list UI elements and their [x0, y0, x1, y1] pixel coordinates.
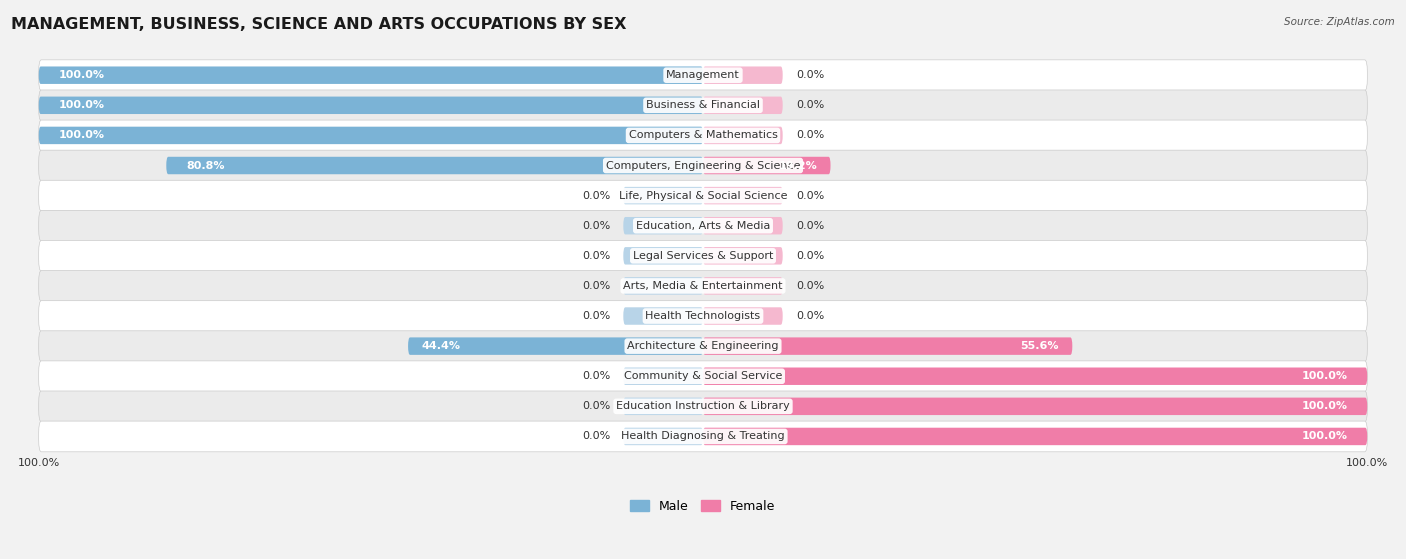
- Text: Computers, Engineering & Science: Computers, Engineering & Science: [606, 160, 800, 170]
- FancyBboxPatch shape: [703, 367, 1367, 385]
- FancyBboxPatch shape: [39, 97, 703, 114]
- Text: Business & Financial: Business & Financial: [645, 100, 761, 110]
- Text: Health Diagnosing & Treating: Health Diagnosing & Treating: [621, 432, 785, 442]
- Text: 100.0%: 100.0%: [1302, 432, 1347, 442]
- FancyBboxPatch shape: [623, 247, 703, 264]
- FancyBboxPatch shape: [38, 301, 1368, 331]
- Text: 0.0%: 0.0%: [796, 130, 824, 140]
- FancyBboxPatch shape: [703, 277, 783, 295]
- Text: Education Instruction & Library: Education Instruction & Library: [616, 401, 790, 411]
- Text: 0.0%: 0.0%: [796, 281, 824, 291]
- FancyBboxPatch shape: [38, 361, 1368, 392]
- FancyBboxPatch shape: [623, 187, 703, 205]
- Text: Legal Services & Support: Legal Services & Support: [633, 251, 773, 261]
- FancyBboxPatch shape: [703, 397, 1367, 415]
- FancyBboxPatch shape: [703, 338, 1073, 355]
- Text: MANAGEMENT, BUSINESS, SCIENCE AND ARTS OCCUPATIONS BY SEX: MANAGEMENT, BUSINESS, SCIENCE AND ARTS O…: [11, 17, 627, 32]
- FancyBboxPatch shape: [38, 331, 1368, 362]
- Text: Education, Arts & Media: Education, Arts & Media: [636, 221, 770, 231]
- FancyBboxPatch shape: [166, 157, 703, 174]
- FancyBboxPatch shape: [703, 157, 831, 174]
- FancyBboxPatch shape: [623, 277, 703, 295]
- Text: Life, Physical & Social Science: Life, Physical & Social Science: [619, 191, 787, 201]
- FancyBboxPatch shape: [38, 240, 1368, 271]
- FancyBboxPatch shape: [38, 210, 1368, 241]
- Text: 19.2%: 19.2%: [779, 160, 817, 170]
- Legend: Male, Female: Male, Female: [626, 495, 780, 518]
- FancyBboxPatch shape: [703, 187, 783, 205]
- FancyBboxPatch shape: [408, 338, 703, 355]
- FancyBboxPatch shape: [38, 271, 1368, 301]
- FancyBboxPatch shape: [39, 127, 703, 144]
- Text: 100.0%: 100.0%: [1302, 371, 1347, 381]
- FancyBboxPatch shape: [623, 367, 703, 385]
- Text: Computers & Mathematics: Computers & Mathematics: [628, 130, 778, 140]
- Text: 100.0%: 100.0%: [1346, 458, 1388, 468]
- FancyBboxPatch shape: [38, 60, 1368, 91]
- Text: 0.0%: 0.0%: [582, 281, 610, 291]
- Text: Management: Management: [666, 70, 740, 80]
- Text: 80.8%: 80.8%: [186, 160, 225, 170]
- Text: Community & Social Service: Community & Social Service: [624, 371, 782, 381]
- Text: 0.0%: 0.0%: [582, 311, 610, 321]
- FancyBboxPatch shape: [703, 247, 783, 264]
- Text: 0.0%: 0.0%: [582, 371, 610, 381]
- FancyBboxPatch shape: [703, 67, 783, 84]
- Text: 100.0%: 100.0%: [1302, 401, 1347, 411]
- FancyBboxPatch shape: [703, 217, 783, 234]
- Text: 0.0%: 0.0%: [796, 311, 824, 321]
- Text: 0.0%: 0.0%: [796, 191, 824, 201]
- FancyBboxPatch shape: [623, 307, 703, 325]
- Text: 0.0%: 0.0%: [796, 70, 824, 80]
- Text: 0.0%: 0.0%: [796, 100, 824, 110]
- Text: 0.0%: 0.0%: [796, 251, 824, 261]
- FancyBboxPatch shape: [703, 127, 783, 144]
- FancyBboxPatch shape: [38, 421, 1368, 452]
- Text: 100.0%: 100.0%: [59, 100, 104, 110]
- FancyBboxPatch shape: [703, 307, 783, 325]
- FancyBboxPatch shape: [623, 428, 703, 445]
- Text: Arts, Media & Entertainment: Arts, Media & Entertainment: [623, 281, 783, 291]
- Text: 100.0%: 100.0%: [18, 458, 60, 468]
- FancyBboxPatch shape: [39, 67, 703, 84]
- Text: 100.0%: 100.0%: [59, 70, 104, 80]
- Text: Architecture & Engineering: Architecture & Engineering: [627, 341, 779, 351]
- FancyBboxPatch shape: [38, 150, 1368, 181]
- FancyBboxPatch shape: [38, 391, 1368, 421]
- FancyBboxPatch shape: [623, 217, 703, 234]
- Text: 44.4%: 44.4%: [422, 341, 460, 351]
- FancyBboxPatch shape: [623, 397, 703, 415]
- FancyBboxPatch shape: [38, 90, 1368, 121]
- Text: 0.0%: 0.0%: [582, 221, 610, 231]
- Text: 0.0%: 0.0%: [796, 221, 824, 231]
- Text: Source: ZipAtlas.com: Source: ZipAtlas.com: [1284, 17, 1395, 27]
- Text: 100.0%: 100.0%: [59, 130, 104, 140]
- FancyBboxPatch shape: [703, 97, 783, 114]
- Text: 0.0%: 0.0%: [582, 251, 610, 261]
- FancyBboxPatch shape: [38, 180, 1368, 211]
- FancyBboxPatch shape: [38, 120, 1368, 151]
- Text: Health Technologists: Health Technologists: [645, 311, 761, 321]
- Text: 0.0%: 0.0%: [582, 191, 610, 201]
- Text: 55.6%: 55.6%: [1021, 341, 1059, 351]
- Text: 0.0%: 0.0%: [582, 401, 610, 411]
- FancyBboxPatch shape: [703, 428, 1367, 445]
- Text: 0.0%: 0.0%: [582, 432, 610, 442]
